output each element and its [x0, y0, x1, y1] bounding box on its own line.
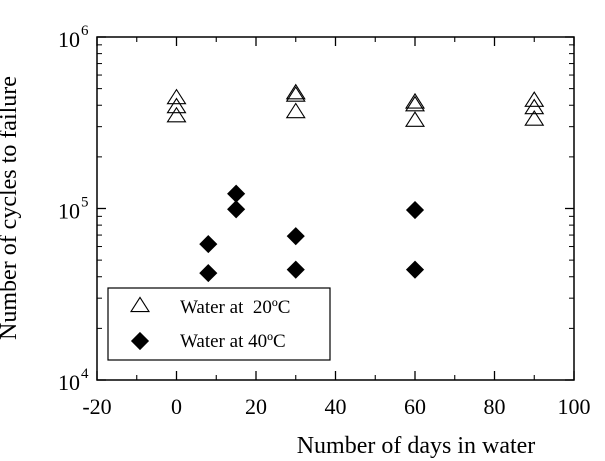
x-tick-label: 80	[484, 394, 506, 419]
legend-triangle-icon	[129, 296, 151, 313]
data-point-triangle	[524, 110, 545, 126]
plot-frame	[96, 36, 575, 381]
data-point-triangle	[404, 92, 426, 109]
legend-label-20c: Water at 20ºC	[180, 297, 290, 318]
legend: Water at 20ºC Water at 40ºC	[107, 287, 331, 361]
data-point-triangle	[524, 91, 545, 107]
data-point-triangle	[285, 102, 306, 119]
data-point-diamond	[286, 260, 305, 279]
y-axis-label: Number of cycles to failure	[0, 76, 22, 340]
data-point-diamond	[227, 200, 246, 219]
x-tick-label: 0	[171, 394, 182, 419]
x-axis-label: Number of days in water	[297, 433, 536, 459]
data-point-diamond	[286, 227, 305, 246]
x-tick-label: 100	[558, 394, 591, 419]
data-point-triangle	[404, 111, 426, 127]
y-tick-label-base: 10	[58, 370, 80, 395]
x-tick-label: 60	[404, 394, 426, 419]
data-point-triangle	[524, 98, 545, 115]
data-point-triangle	[404, 95, 426, 112]
y-tick-label-exponent: 4	[81, 366, 89, 382]
data-point-triangle	[285, 86, 306, 102]
x-tick-label: 20	[245, 394, 267, 419]
x-tick-label: -20	[82, 394, 111, 419]
y-tick-label-base: 10	[58, 199, 80, 224]
data-point-triangle	[166, 106, 187, 123]
y-tick-label-exponent: 5	[81, 195, 89, 211]
data-point-diamond	[199, 235, 218, 254]
data-point-diamond	[199, 264, 218, 283]
legend-diamond-icon	[130, 331, 150, 351]
legend-label-40c: Water at 40ºC	[180, 331, 286, 352]
legend-marker-open-triangle	[129, 296, 151, 313]
data-points	[166, 83, 545, 283]
data-point-triangle	[285, 83, 306, 100]
x-tick-label: 40	[325, 394, 347, 419]
data-point-triangle	[166, 97, 187, 114]
data-point-diamond	[405, 260, 425, 279]
legend-marker-filled-diamond	[130, 331, 150, 351]
data-point-diamond	[227, 184, 246, 203]
y-tick-label-exponent: 6	[81, 23, 89, 39]
data-point-triangle	[166, 88, 187, 105]
data-point-diamond	[405, 200, 425, 220]
y-tick-label-base: 10	[58, 27, 80, 52]
legend-box	[107, 287, 331, 361]
